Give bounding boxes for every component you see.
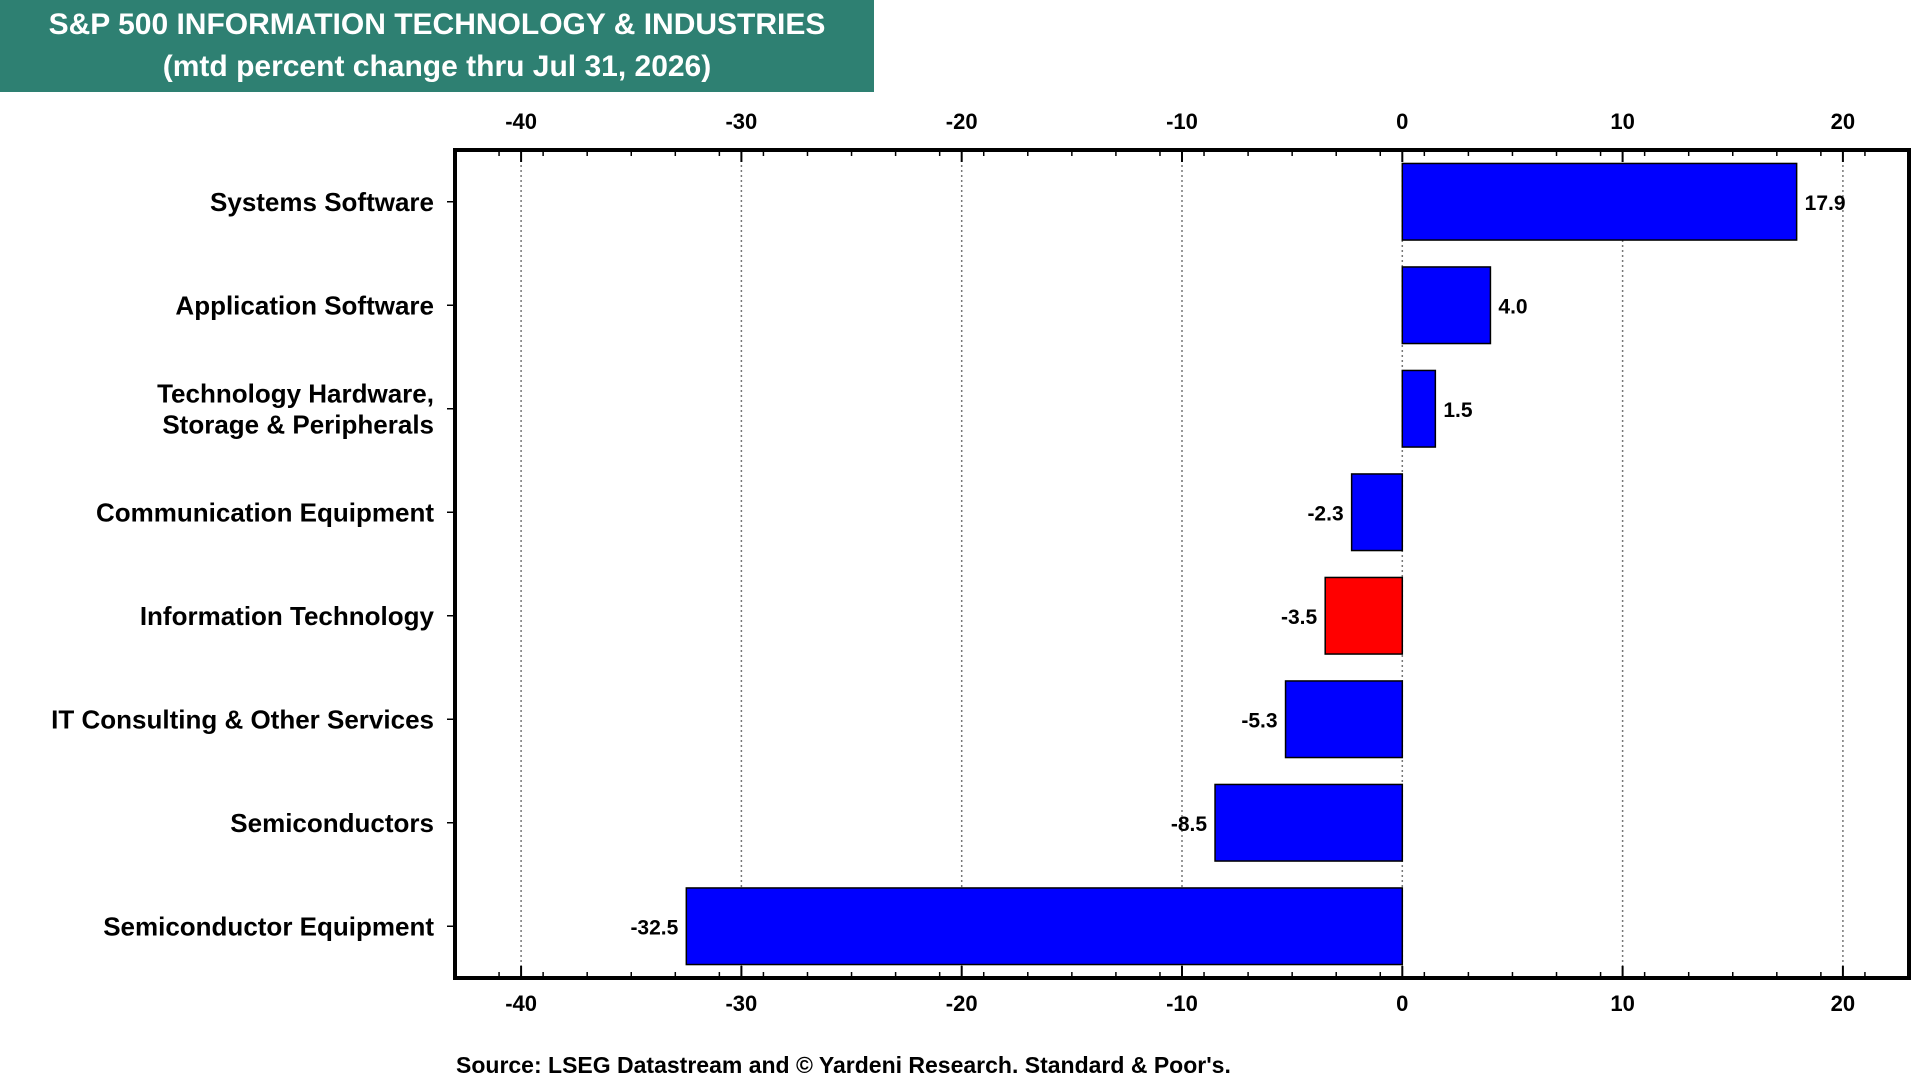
category-label: IT Consulting & Other Services [51, 704, 434, 734]
bar [1324, 576, 1404, 655]
x-tick-label-bottom: -30 [725, 991, 757, 1016]
bar-value-label: 4.0 [1498, 295, 1527, 318]
category-label: Application Software [175, 290, 434, 320]
bar [1284, 680, 1404, 759]
bar-value-label: -32.5 [630, 916, 678, 939]
chart-title-box: S&P 500 INFORMATION TECHNOLOGY & INDUSTR… [0, 0, 874, 92]
bar-value-label: -3.5 [1281, 606, 1318, 629]
category-label: Technology Hardware, Storage & Peripheral… [157, 378, 434, 439]
bar [1401, 266, 1492, 345]
category-label: Systems Software [210, 187, 434, 217]
x-tick-label-bottom: 0 [1396, 991, 1408, 1016]
category-label-line: IT Consulting & Other Services [51, 704, 434, 734]
category-label: Semiconductors [230, 808, 434, 838]
category-label-line: Communication Equipment [96, 497, 434, 527]
bar-value-label: -2.3 [1307, 502, 1343, 525]
category-label-line: Storage & Peripherals [162, 409, 434, 439]
x-tick-label-top: 10 [1610, 109, 1634, 134]
bar [685, 887, 1404, 966]
bar [1401, 162, 1798, 241]
category-label-line: Semiconductor Equipment [103, 911, 434, 941]
category-label: Communication Equipment [96, 497, 434, 527]
category-label: Semiconductor Equipment [103, 911, 434, 941]
category-label-line: Systems Software [210, 187, 434, 217]
chart-title: S&P 500 INFORMATION TECHNOLOGY & INDUSTR… [48, 8, 826, 41]
category-label-line: Semiconductors [230, 808, 434, 838]
bar-value-label: -5.3 [1241, 709, 1277, 732]
x-tick-label-top: -10 [1166, 109, 1198, 134]
x-tick-label-top: -30 [725, 109, 757, 134]
bar [1401, 369, 1437, 448]
bar-value-label: -8.5 [1171, 813, 1208, 836]
bar-value-label: 1.5 [1443, 399, 1473, 422]
x-tick-label-bottom: 10 [1610, 991, 1634, 1016]
source-note: Source: LSEG Datastream and © Yardeni Re… [456, 1052, 1231, 1078]
category-label-line: Application Software [175, 290, 434, 320]
x-tick-label-bottom: -40 [505, 991, 537, 1016]
plot-frame [453, 148, 1911, 980]
x-tick-label-top: -20 [946, 109, 978, 134]
category-label-line: Technology Hardware, [157, 378, 434, 408]
category-label-line: Information Technology [140, 601, 435, 631]
x-tick-label-top: 0 [1396, 109, 1408, 134]
category-label: Information Technology [140, 601, 435, 631]
x-tick-label-top: -40 [505, 109, 537, 134]
chart-subtitle: (mtd percent change thru Jul 31, 2026) [162, 50, 712, 83]
bar-chart: -40 -40 -30 -30 -20 -20 -10 -10 0 0 10 10 20 20 17.9 S… [51, 109, 1911, 1016]
x-tick-label-bottom: -10 [1166, 991, 1198, 1016]
x-tick-label-top: 20 [1831, 109, 1855, 134]
bar [1350, 473, 1404, 552]
x-tick-label-bottom: -20 [946, 991, 978, 1016]
bar [1214, 783, 1404, 862]
bar-value-label: 17.9 [1805, 192, 1846, 215]
x-tick-label-bottom: 20 [1831, 991, 1855, 1016]
